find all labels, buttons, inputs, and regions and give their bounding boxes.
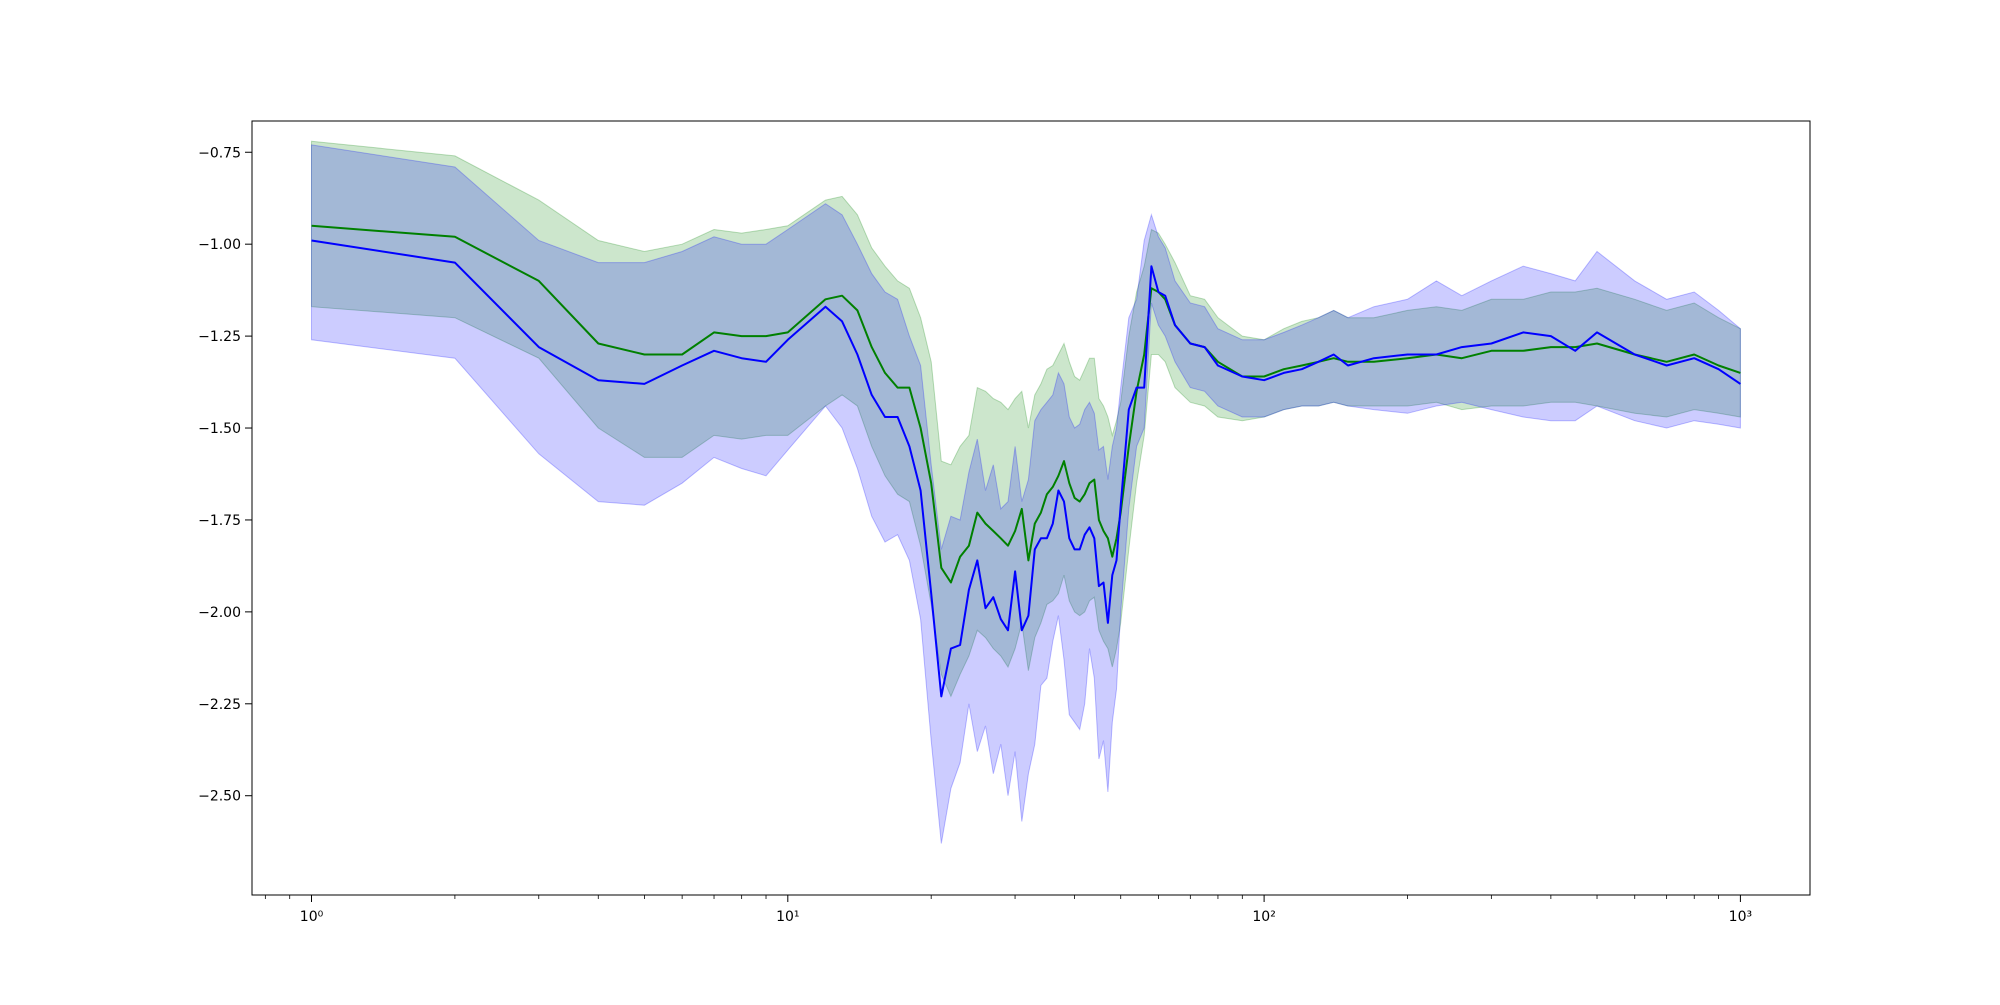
y-tick-label: −1.50 (198, 421, 241, 437)
series-2-line (311, 239, 1741, 698)
x-tick-label: 10¹ (776, 909, 799, 925)
y-tick-label: −2.00 (198, 605, 241, 621)
y-axis: −0.75 −1.00 −1.25 −1.50 −1.75 −2.00 −2.25 −2.50 (198, 145, 252, 805)
series-1-line (311, 224, 1741, 584)
series-1-band (311, 140, 1741, 698)
x-tick-label: 10⁰ (300, 909, 324, 925)
y-tick-label: −0.75 (198, 145, 241, 161)
x-tick-label: 10² (1252, 909, 1275, 925)
y-tick-label: −2.25 (198, 697, 241, 713)
series-lines (311, 224, 1741, 698)
x-axis: 10⁰ 10¹ 10² 10³ (264, 895, 1752, 925)
y-tick-label: −2.50 (198, 789, 241, 805)
series-2-band (311, 144, 1741, 844)
plot-area-frame (251, 120, 1811, 896)
confidence-bands (311, 140, 1741, 844)
y-tick-label: −1.00 (198, 237, 241, 253)
x-tick-label: 10³ (1729, 909, 1752, 925)
y-tick-label: −1.25 (198, 329, 241, 345)
y-tick-label: −1.75 (198, 513, 241, 529)
